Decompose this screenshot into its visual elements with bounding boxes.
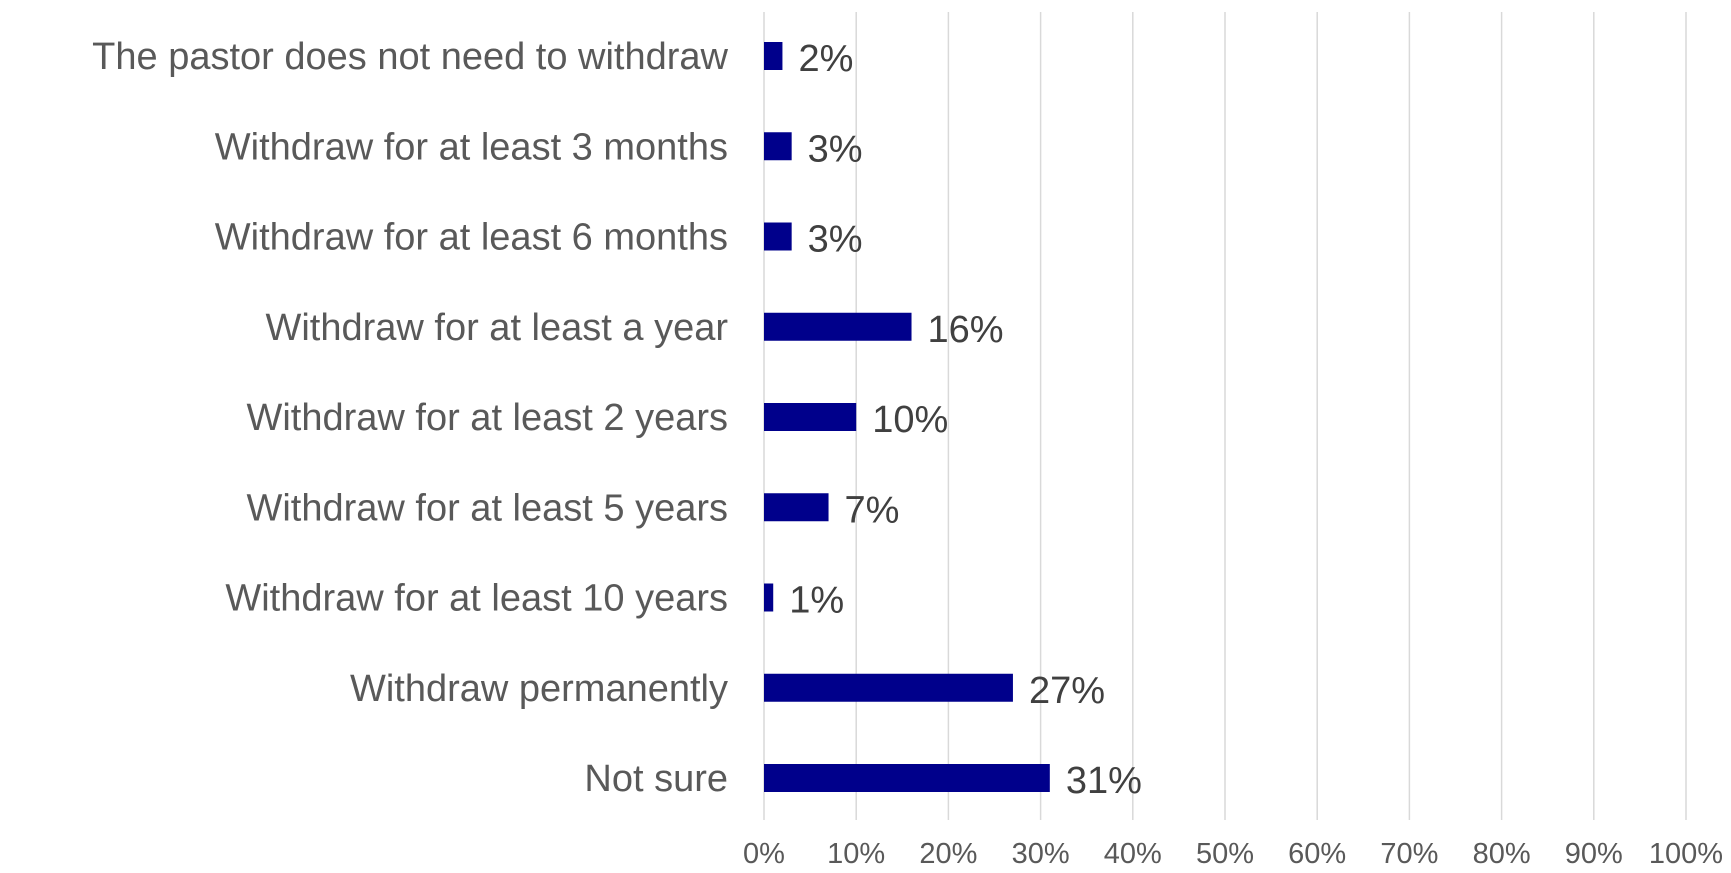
data-labels: 2% 3% 3% 16% 10% 7% 1% 27% 31%	[789, 38, 1142, 802]
x-tick-label: 100%	[1649, 838, 1723, 870]
data-label: 31%	[1066, 760, 1142, 802]
category-label: The pastor does not need to withdraw	[92, 36, 728, 78]
category-label: Withdraw permanently	[350, 668, 728, 710]
x-tick-label: 30%	[1012, 838, 1070, 870]
category-label: Withdraw for at least 5 years	[246, 487, 728, 529]
x-tick-label: 50%	[1196, 838, 1254, 870]
bars	[764, 42, 1050, 792]
bar	[764, 222, 792, 251]
x-tick-label: 10%	[827, 838, 885, 870]
bar	[764, 312, 912, 341]
category-label: Not sure	[584, 758, 728, 800]
x-tick-label: 80%	[1473, 838, 1531, 870]
data-label: 3%	[808, 219, 863, 261]
category-label: Withdraw for at least 10 years	[225, 578, 728, 620]
data-label: 1%	[789, 580, 844, 622]
bar	[764, 132, 792, 161]
bar	[764, 583, 774, 612]
x-axis-tick-labels: 0% 10% 20% 30% 40% 50% 60% 70% 80% 90% 100%	[743, 838, 1723, 870]
data-label: 7%	[845, 489, 900, 531]
bar	[764, 673, 1013, 702]
x-tick-label: 70%	[1380, 838, 1438, 870]
x-tick-label: 20%	[919, 838, 977, 870]
category-labels: The pastor does not need to withdraw With…	[92, 36, 728, 800]
category-label: Withdraw for at least 2 years	[246, 397, 728, 439]
data-label: 10%	[872, 399, 948, 441]
category-label: Withdraw for at least a year	[265, 307, 728, 349]
x-tick-label: 40%	[1104, 838, 1162, 870]
data-label: 3%	[808, 128, 863, 170]
x-tick-label: 0%	[743, 838, 785, 870]
bar	[764, 42, 783, 70]
bar	[764, 493, 829, 522]
x-tick-label: 90%	[1565, 838, 1623, 870]
data-label: 2%	[798, 38, 853, 80]
bar	[764, 403, 857, 431]
gridlines	[763, 12, 1687, 820]
category-label: Withdraw for at least 6 months	[215, 217, 728, 259]
data-label: 27%	[1029, 670, 1105, 712]
category-label: Withdraw for at least 3 months	[215, 126, 728, 168]
bar	[764, 764, 1050, 792]
data-label: 16%	[928, 309, 1004, 351]
x-tick-label: 60%	[1288, 838, 1346, 870]
